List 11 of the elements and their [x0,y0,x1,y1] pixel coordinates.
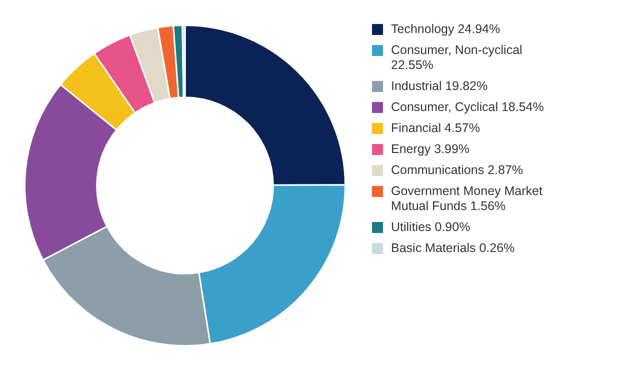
legend-label: Consumer, Cyclical 18.54% [391,100,545,115]
legend-label: Communications 2.87% [391,163,524,178]
legend-label: Utilities 0.90% [391,220,472,235]
legend-label: Financial 4.57% [391,121,481,136]
legend-label: Basic Materials 0.26% [391,241,516,256]
legend-label: Technology 24.94% [391,22,502,37]
legend-label: Government Money Market Mutual Funds 1.56% [391,184,544,214]
legend-label: Consumer, Non-cyclical [391,43,522,57]
legend-label: Energy 3.99% [391,142,471,157]
legend-label: Industrial 19.82% [391,79,489,94]
data-label: 22.55% [391,58,434,72]
